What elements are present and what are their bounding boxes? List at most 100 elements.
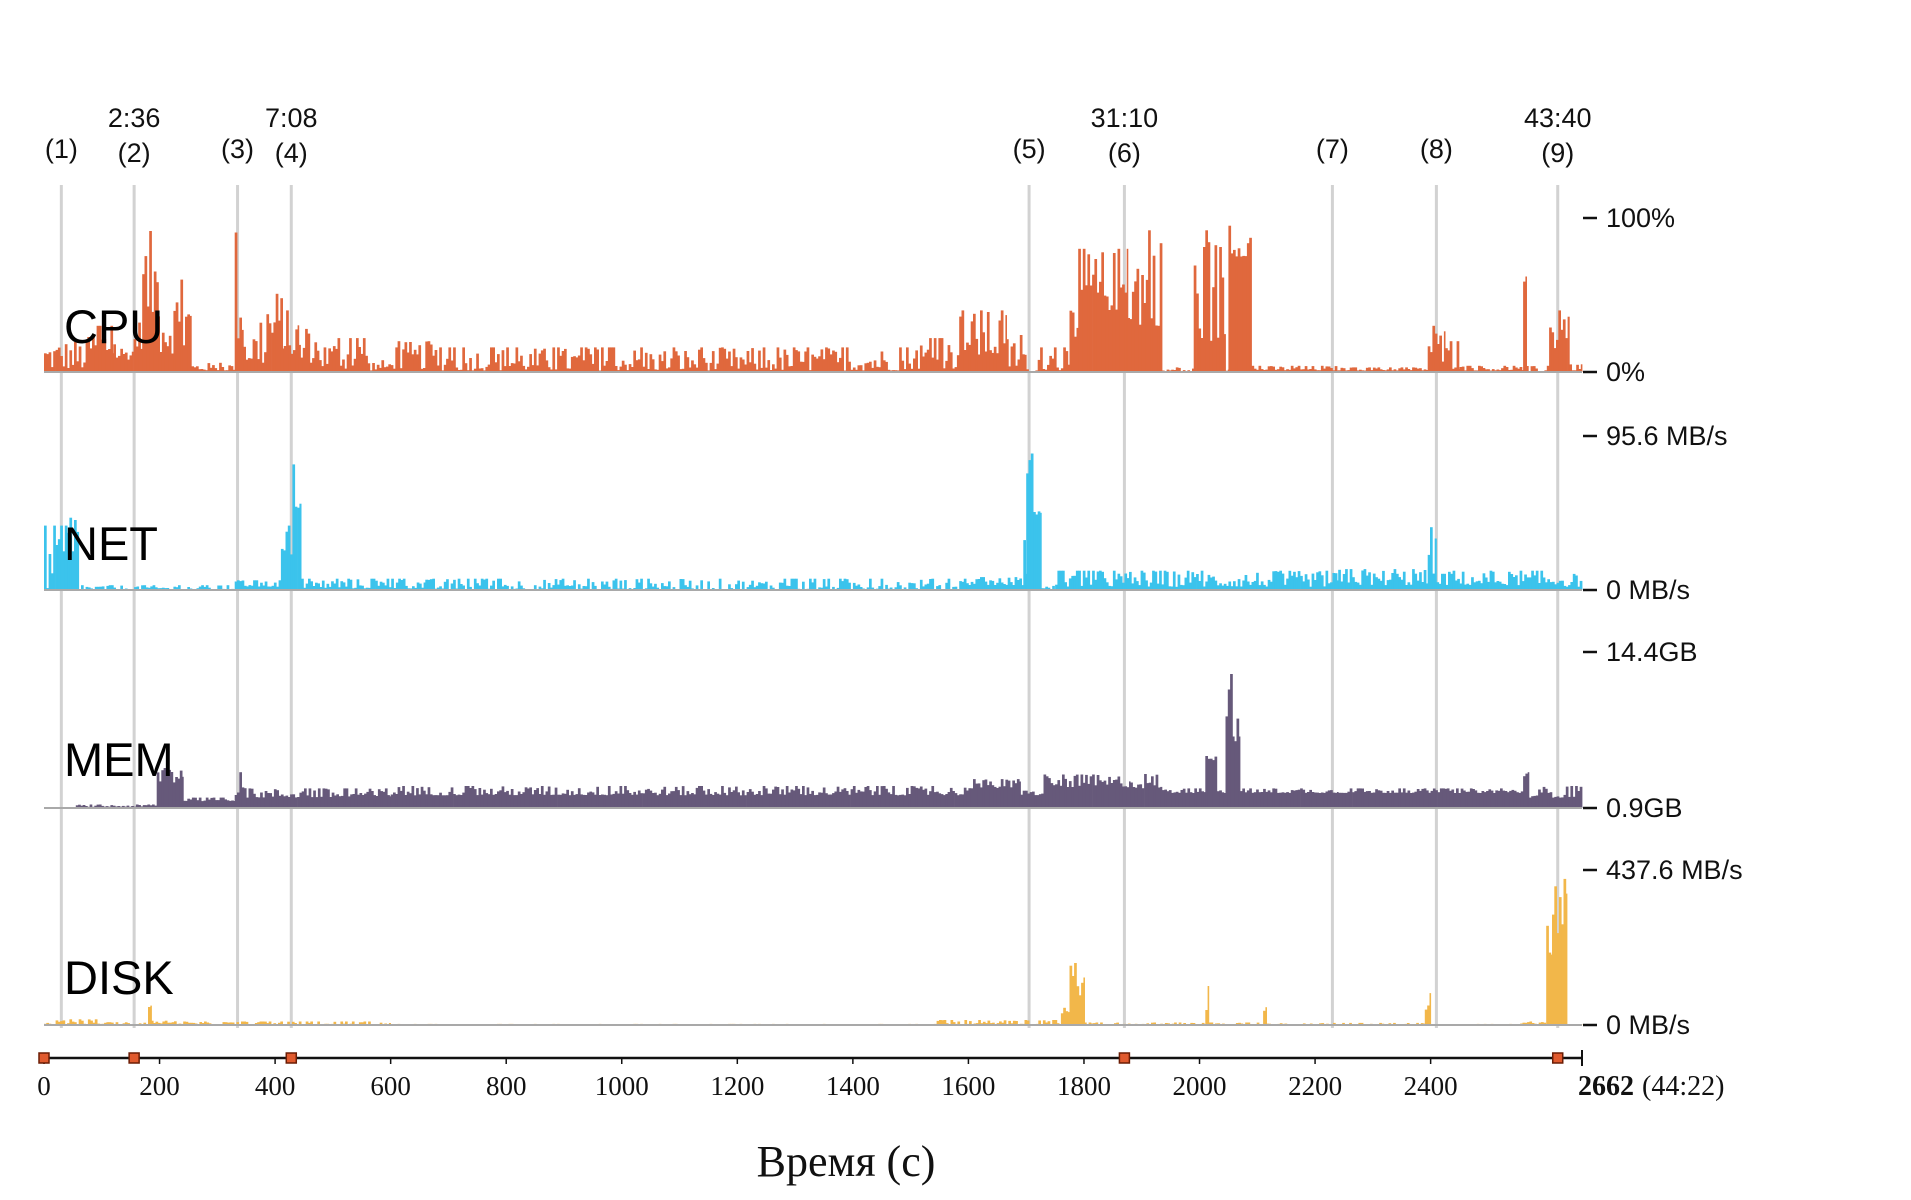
data-bar [1073,575,1077,590]
data-bar [1398,368,1401,372]
data-bar [889,794,893,808]
data-bar [1515,367,1518,372]
data-bar [1099,570,1102,590]
data-bar [1249,584,1252,590]
data-bar [1034,795,1037,808]
data-bar [140,348,143,372]
data-bar [781,369,784,372]
data-bar [175,777,178,808]
data-bar [1064,778,1067,808]
data-bar [267,793,270,808]
data-bar [161,332,165,372]
data-bar [436,587,440,590]
data-bar [1491,369,1495,372]
data-bar [603,365,606,372]
data-bar [1441,361,1445,372]
data-bar [1256,1022,1260,1025]
data-bar [275,293,279,372]
data-bar [1066,586,1070,590]
data-bar [409,793,412,808]
data-bar [568,368,572,372]
data-bar [1216,791,1220,808]
data-bar [517,361,521,372]
data-bar [135,804,139,808]
data-bar [492,347,495,372]
data-bar [1293,790,1296,808]
data-bar [815,358,819,372]
data-bar [783,794,787,808]
data-bar [1402,369,1406,372]
data-bar [182,776,184,808]
data-bar [257,1022,260,1025]
data-bar [150,586,153,590]
data-bar [522,792,526,808]
data-bar [419,583,422,590]
data-bar [1131,583,1134,590]
data-bar [788,366,791,372]
data-bar [62,366,66,372]
data-bar [1320,792,1324,808]
data-bar [1451,789,1455,808]
data-bar [425,579,428,590]
panel-title: DISK [64,951,174,1004]
data-bar [792,790,796,808]
data-bar [1368,572,1371,590]
data-bar [1517,368,1520,372]
data-bar [790,578,794,590]
data-bar [75,805,79,808]
data-bar [1345,569,1348,590]
data-bar [395,347,398,372]
data-bar [591,792,595,808]
data-bar [871,795,875,808]
data-bar [1439,335,1442,372]
data-bar [637,582,641,590]
data-bar [1247,1022,1251,1025]
data-bar [1552,581,1555,590]
data-bar [1542,577,1546,590]
data-bar [1531,570,1534,590]
data-bar [450,360,454,372]
data-bar [1467,791,1471,808]
data-bar [924,584,928,590]
data-bar [1057,780,1061,808]
data-bar [1094,259,1098,372]
data-bar [237,338,240,372]
data-bar [799,794,803,808]
data-bar [1554,584,1557,590]
data-bar [335,578,339,590]
data-bar [674,786,678,808]
data-bar [554,787,558,808]
data-bar [183,1021,186,1025]
data-bar [1323,792,1326,808]
data-bar [1170,586,1174,590]
data-bar [753,587,757,590]
data-bar [1205,756,1208,808]
data-bar [864,787,868,808]
data-bar [1349,569,1353,590]
data-bar [1221,585,1225,590]
data-bar [1370,792,1374,808]
marker-id-label: (9) [1541,138,1574,168]
data-bar [1073,775,1077,808]
data-bar [1525,773,1529,808]
data-bar [540,350,544,372]
data-bar [929,791,932,808]
data-bar [203,586,207,590]
data-bar [308,788,312,808]
data-bar [450,787,454,808]
data-bar [746,792,750,808]
data-bar [1015,1021,1018,1025]
data-bar [1512,577,1516,590]
data-bar [485,578,489,590]
data-bar [825,347,828,372]
data-bar [760,367,764,372]
data-bar [305,583,309,590]
data-bar [269,793,272,808]
data-bar [1338,792,1341,808]
data-bar [351,365,355,372]
data-bar [1496,369,1500,372]
data-bar [739,795,743,808]
data-bar [1235,256,1238,372]
data-bar [395,794,398,808]
data-bar [753,794,757,808]
